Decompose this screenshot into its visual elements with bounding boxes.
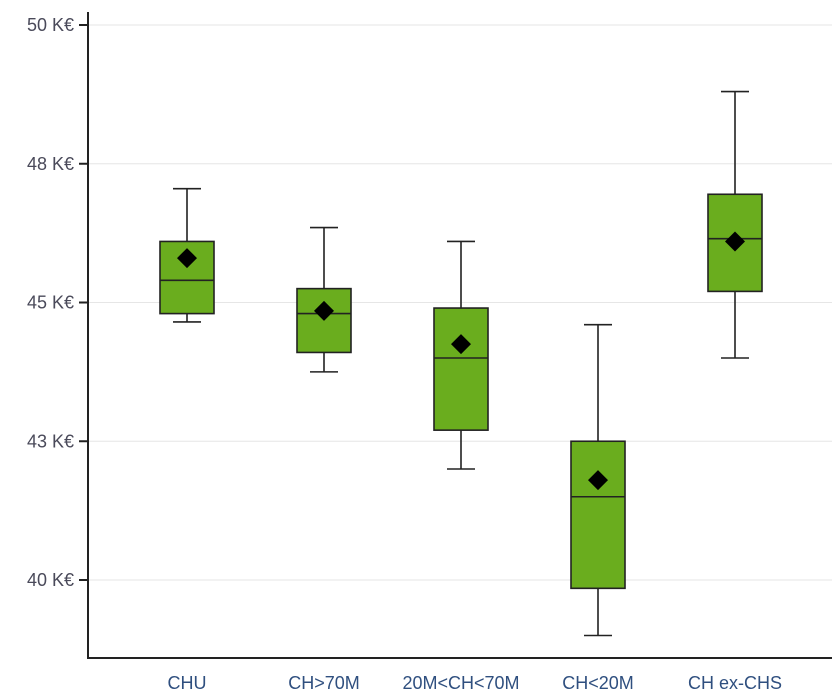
iqr-box: [433, 307, 489, 431]
mean-marker: [451, 334, 471, 355]
x-category-label: CH ex-CHS: [688, 673, 782, 693]
y-tick-label: 43 K€: [27, 431, 74, 451]
y-tick-label: 40 K€: [27, 570, 74, 590]
x-category-label: CH>70M: [288, 673, 360, 693]
x-category-label: CHU: [168, 673, 207, 693]
boxes: [159, 90, 763, 637]
box-2: [433, 240, 489, 470]
x-axis-labels: CHU CH>70M 20M<CH<70M CH<20M CH ex-CHS: [168, 673, 783, 693]
mean-marker: [314, 300, 334, 321]
y-axis-ticks: 40 K€ 43 K€ 45 K€ 48 K€ 50 K€: [27, 15, 88, 590]
y-tick-label: 48 K€: [27, 154, 74, 174]
mean-marker: [725, 231, 745, 252]
mean-marker: [588, 470, 608, 491]
y-tick-label: 45 K€: [27, 293, 74, 313]
iqr-box: [570, 440, 626, 590]
box-0: [159, 187, 215, 323]
box-1: [296, 226, 352, 373]
box-4: [707, 90, 763, 359]
y-tick-label: 50 K€: [27, 15, 74, 35]
box-3: [570, 323, 626, 637]
x-category-label: CH<20M: [562, 673, 634, 693]
iqr-box: [159, 240, 215, 315]
x-category-label: 20M<CH<70M: [402, 673, 519, 693]
mean-marker: [177, 248, 197, 269]
